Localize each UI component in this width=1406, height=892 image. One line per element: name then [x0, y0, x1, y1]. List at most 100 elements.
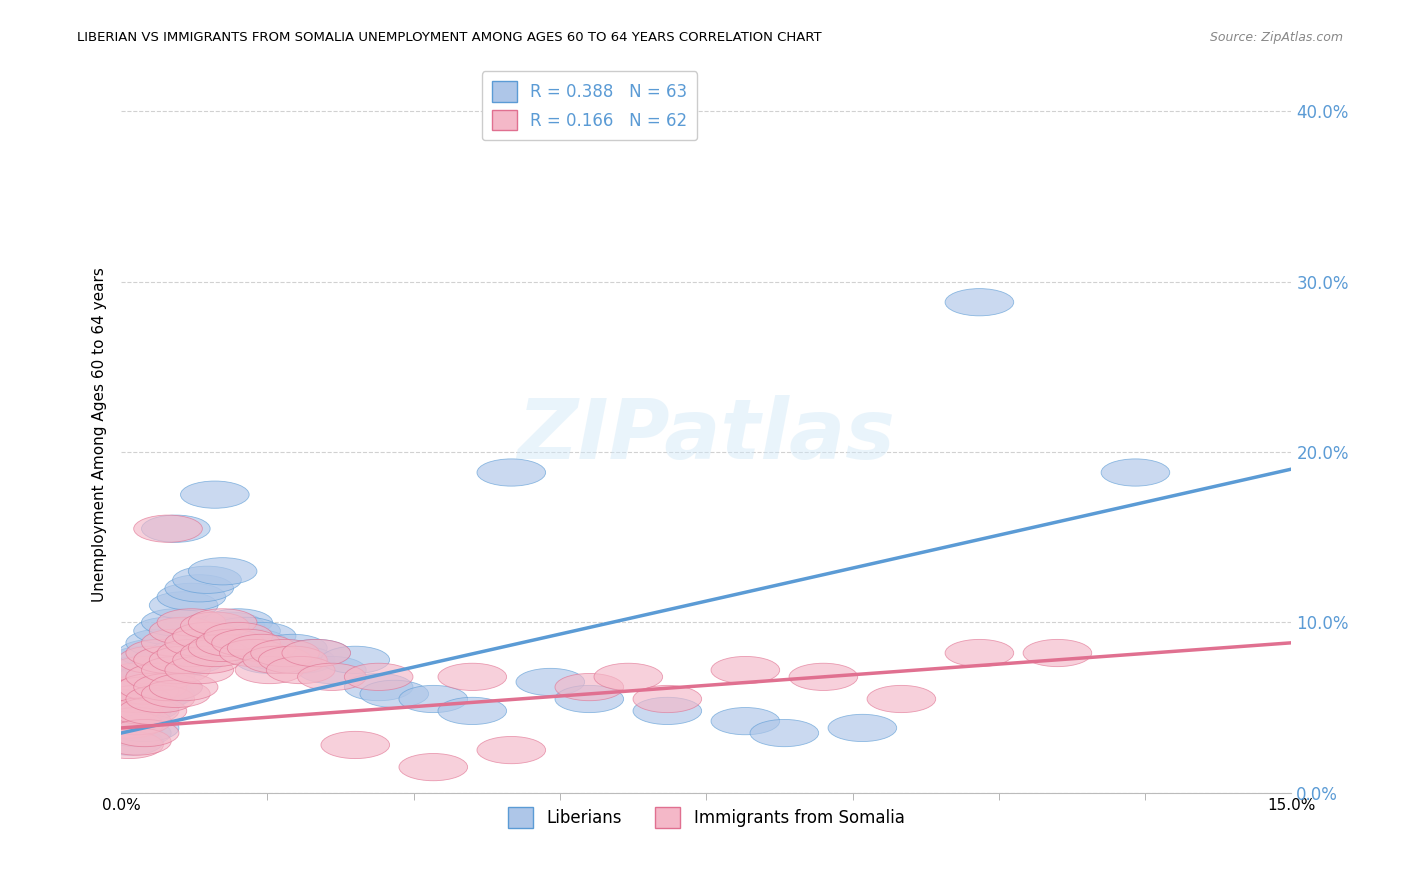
Ellipse shape	[149, 646, 218, 673]
Ellipse shape	[118, 664, 187, 690]
Legend: Liberians, Immigrants from Somalia: Liberians, Immigrants from Somalia	[502, 801, 911, 834]
Ellipse shape	[118, 640, 187, 666]
Ellipse shape	[142, 608, 209, 636]
Ellipse shape	[437, 664, 506, 690]
Ellipse shape	[259, 634, 328, 662]
Ellipse shape	[110, 668, 179, 696]
Ellipse shape	[110, 698, 179, 724]
Ellipse shape	[149, 673, 218, 701]
Ellipse shape	[94, 714, 163, 741]
Ellipse shape	[157, 640, 226, 666]
Ellipse shape	[945, 289, 1014, 316]
Ellipse shape	[118, 698, 187, 724]
Ellipse shape	[110, 714, 179, 741]
Ellipse shape	[749, 720, 818, 747]
Ellipse shape	[103, 685, 172, 713]
Ellipse shape	[103, 664, 172, 690]
Ellipse shape	[250, 640, 319, 666]
Ellipse shape	[828, 714, 897, 741]
Ellipse shape	[283, 640, 350, 666]
Ellipse shape	[103, 677, 172, 704]
Ellipse shape	[127, 664, 194, 690]
Ellipse shape	[134, 646, 202, 673]
Ellipse shape	[94, 731, 163, 758]
Ellipse shape	[1024, 640, 1091, 666]
Ellipse shape	[165, 629, 233, 657]
Text: LIBERIAN VS IMMIGRANTS FROM SOMALIA UNEMPLOYMENT AMONG AGES 60 TO 64 YEARS CORRE: LIBERIAN VS IMMIGRANTS FROM SOMALIA UNEM…	[77, 31, 823, 45]
Ellipse shape	[555, 673, 624, 701]
Ellipse shape	[173, 623, 242, 649]
Ellipse shape	[180, 640, 249, 666]
Ellipse shape	[118, 685, 187, 713]
Ellipse shape	[149, 640, 218, 666]
Ellipse shape	[477, 458, 546, 486]
Ellipse shape	[180, 481, 249, 508]
Ellipse shape	[94, 668, 163, 696]
Text: Source: ZipAtlas.com: Source: ZipAtlas.com	[1209, 31, 1343, 45]
Ellipse shape	[219, 640, 288, 666]
Ellipse shape	[103, 720, 172, 747]
Ellipse shape	[259, 646, 328, 673]
Ellipse shape	[134, 515, 202, 542]
Ellipse shape	[298, 657, 366, 683]
Ellipse shape	[149, 617, 218, 645]
Ellipse shape	[868, 685, 936, 713]
Ellipse shape	[633, 698, 702, 724]
Ellipse shape	[344, 664, 413, 690]
Ellipse shape	[593, 664, 662, 690]
Text: ZIPatlas: ZIPatlas	[517, 394, 896, 475]
Ellipse shape	[235, 646, 304, 673]
Ellipse shape	[399, 685, 468, 713]
Ellipse shape	[134, 617, 202, 645]
Ellipse shape	[157, 608, 226, 636]
Ellipse shape	[477, 737, 546, 764]
Ellipse shape	[134, 646, 202, 673]
Ellipse shape	[212, 629, 280, 657]
Ellipse shape	[94, 711, 163, 739]
Ellipse shape	[204, 608, 273, 636]
Ellipse shape	[142, 515, 209, 542]
Ellipse shape	[142, 657, 209, 683]
Ellipse shape	[204, 623, 273, 649]
Ellipse shape	[228, 634, 297, 662]
Ellipse shape	[127, 681, 194, 707]
Ellipse shape	[165, 574, 233, 602]
Ellipse shape	[283, 640, 350, 666]
Ellipse shape	[789, 664, 858, 690]
Ellipse shape	[266, 646, 335, 673]
Ellipse shape	[219, 629, 288, 657]
Ellipse shape	[235, 657, 304, 683]
Ellipse shape	[142, 629, 209, 657]
Ellipse shape	[212, 617, 280, 645]
Ellipse shape	[134, 673, 202, 701]
Ellipse shape	[180, 612, 249, 640]
Ellipse shape	[118, 646, 187, 673]
Ellipse shape	[243, 646, 312, 673]
Ellipse shape	[360, 681, 429, 707]
Ellipse shape	[250, 640, 319, 666]
Ellipse shape	[94, 728, 163, 756]
Ellipse shape	[165, 657, 233, 683]
Ellipse shape	[633, 685, 702, 713]
Ellipse shape	[321, 646, 389, 673]
Ellipse shape	[437, 698, 506, 724]
Ellipse shape	[110, 646, 179, 673]
Ellipse shape	[94, 677, 163, 704]
Ellipse shape	[228, 623, 297, 649]
Ellipse shape	[243, 643, 312, 670]
Ellipse shape	[188, 617, 257, 645]
Ellipse shape	[127, 685, 194, 713]
Ellipse shape	[344, 673, 413, 701]
Ellipse shape	[142, 681, 209, 707]
Ellipse shape	[298, 664, 366, 690]
Ellipse shape	[110, 720, 179, 747]
Ellipse shape	[127, 629, 194, 657]
Ellipse shape	[103, 698, 172, 724]
Ellipse shape	[94, 694, 163, 721]
Ellipse shape	[399, 754, 468, 780]
Ellipse shape	[103, 728, 172, 756]
Ellipse shape	[110, 657, 179, 683]
Ellipse shape	[94, 702, 163, 730]
Ellipse shape	[188, 608, 257, 636]
Ellipse shape	[103, 657, 172, 683]
